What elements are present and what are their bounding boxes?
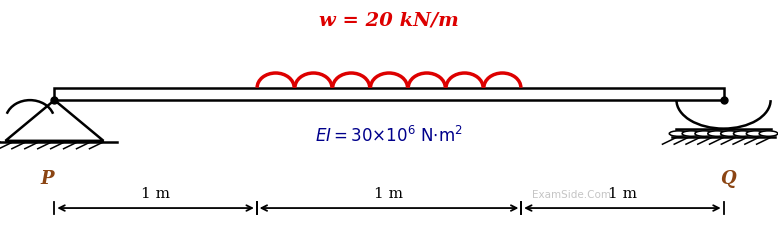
Text: 1 m: 1 m [141, 187, 170, 200]
Bar [54, 88, 724, 101]
Circle shape [669, 131, 688, 137]
Circle shape [734, 131, 752, 137]
Text: ExamSide.Com: ExamSide.Com [532, 190, 612, 200]
Circle shape [720, 131, 739, 137]
Circle shape [695, 131, 713, 137]
Text: 1 m: 1 m [608, 187, 637, 200]
Circle shape [746, 131, 765, 137]
Text: $EI = 30{\times}10^{6}\ \mathrm{N{\cdot}m^{2}}$: $EI = 30{\times}10^{6}\ \mathrm{N{\cdot}… [315, 125, 463, 145]
Text: P: P [40, 169, 54, 187]
Text: 1 m: 1 m [374, 187, 404, 200]
Circle shape [759, 131, 778, 137]
Circle shape [682, 131, 701, 137]
Text: Q: Q [720, 169, 735, 187]
Circle shape [708, 131, 727, 137]
Text: w = 20 kN/m: w = 20 kN/m [319, 11, 459, 29]
